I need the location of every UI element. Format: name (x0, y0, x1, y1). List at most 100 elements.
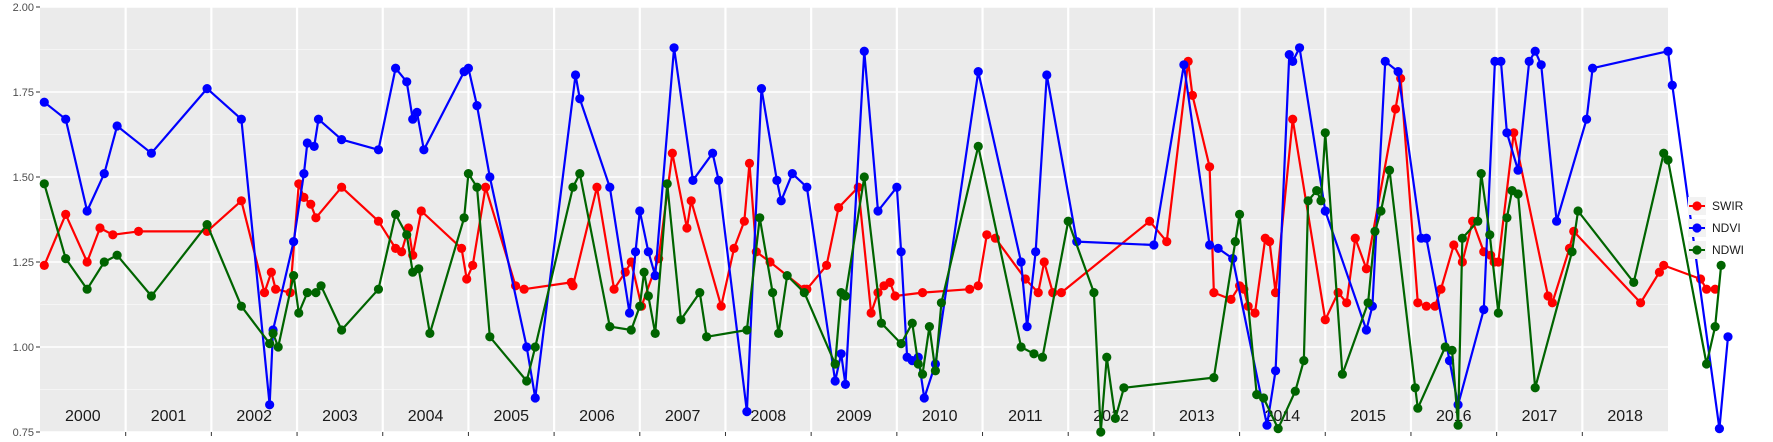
data-point (799, 288, 809, 298)
data-point (1226, 294, 1236, 304)
data-point (876, 318, 887, 328)
data-point (885, 277, 895, 287)
data-point (309, 141, 319, 151)
data-point (840, 379, 851, 389)
data-point (133, 226, 144, 236)
data-point (919, 393, 929, 403)
data-point (716, 301, 726, 311)
y-tick-label: 1.50 (13, 172, 34, 184)
data-point (575, 94, 585, 104)
data-point (146, 291, 156, 301)
data-point (313, 114, 324, 124)
data-point (289, 237, 299, 247)
data-point (99, 257, 109, 267)
data-point (99, 169, 109, 179)
data-point (907, 318, 917, 328)
year-label: 2004 (408, 408, 444, 425)
year-label: 2005 (493, 408, 529, 425)
data-point (859, 172, 869, 182)
data-point (917, 288, 928, 298)
data-point (95, 223, 105, 233)
data-point (1509, 128, 1519, 138)
data-point (373, 284, 384, 294)
y-tick-label: 2.00 (13, 2, 34, 14)
data-point (39, 179, 49, 189)
data-point (1033, 288, 1043, 298)
data-point (630, 247, 641, 257)
data-point (456, 243, 467, 253)
year-label: 2007 (665, 408, 701, 425)
data-point (744, 158, 755, 168)
series-line (43, 131, 1723, 434)
data-point (650, 271, 660, 281)
data-point (1209, 288, 1219, 298)
data-point (1663, 46, 1673, 56)
data-point (973, 281, 983, 291)
year-label: 2013 (1179, 408, 1215, 425)
year-label: 2017 (1522, 408, 1558, 425)
data-point (311, 213, 321, 223)
data-point (729, 243, 739, 253)
data-point (373, 216, 384, 226)
grid (40, 6, 1668, 433)
data-point (1258, 393, 1269, 403)
data-point (1063, 216, 1073, 226)
data-point (1479, 305, 1489, 315)
data-point (1635, 298, 1646, 308)
year-label: 2016 (1436, 408, 1472, 425)
data-point (146, 148, 156, 158)
data-point (1270, 366, 1281, 376)
data-point (568, 182, 578, 192)
data-point (896, 247, 906, 257)
data-point (1039, 257, 1049, 267)
series-ndwi (39, 128, 1726, 437)
data-point (965, 284, 975, 294)
data-point (1320, 315, 1330, 325)
data-point (1496, 56, 1506, 66)
data-point (1290, 386, 1300, 396)
year-label: 2002 (236, 408, 272, 425)
data-point (936, 298, 946, 308)
data-point (402, 77, 412, 87)
data-point (1380, 56, 1390, 66)
data-point (570, 70, 581, 80)
data-point (1573, 206, 1583, 216)
data-point (773, 328, 784, 338)
data-point (1204, 240, 1215, 250)
legend-marker (1692, 223, 1702, 233)
data-point (1654, 267, 1665, 277)
data-point (1393, 67, 1403, 77)
data-point (830, 359, 840, 369)
data-point (522, 376, 532, 386)
data-point (1436, 284, 1446, 294)
data-point (739, 216, 749, 226)
data-point (1288, 56, 1298, 66)
data-point (1659, 148, 1669, 158)
data-point (836, 349, 846, 359)
x-axis (125, 432, 1583, 436)
data-point (1031, 247, 1041, 257)
data-point (522, 342, 532, 352)
data-point (1320, 206, 1330, 216)
data-point (414, 264, 424, 274)
data-point (662, 179, 672, 189)
data-point (821, 260, 832, 270)
data-point (463, 63, 474, 73)
data-point (302, 138, 312, 148)
data-point (1582, 114, 1592, 124)
legend-marker (1692, 201, 1702, 211)
data-point (1187, 90, 1198, 100)
data-point (1312, 186, 1322, 196)
data-point (1421, 301, 1431, 311)
data-point (1089, 288, 1099, 298)
data-point (1162, 237, 1172, 247)
data-point (1536, 60, 1546, 70)
data-point (1710, 322, 1720, 332)
data-point (1209, 373, 1219, 383)
data-point (112, 250, 122, 260)
data-point (1110, 413, 1120, 423)
data-point (830, 376, 840, 386)
data-point (112, 121, 122, 131)
data-point (1376, 206, 1386, 216)
